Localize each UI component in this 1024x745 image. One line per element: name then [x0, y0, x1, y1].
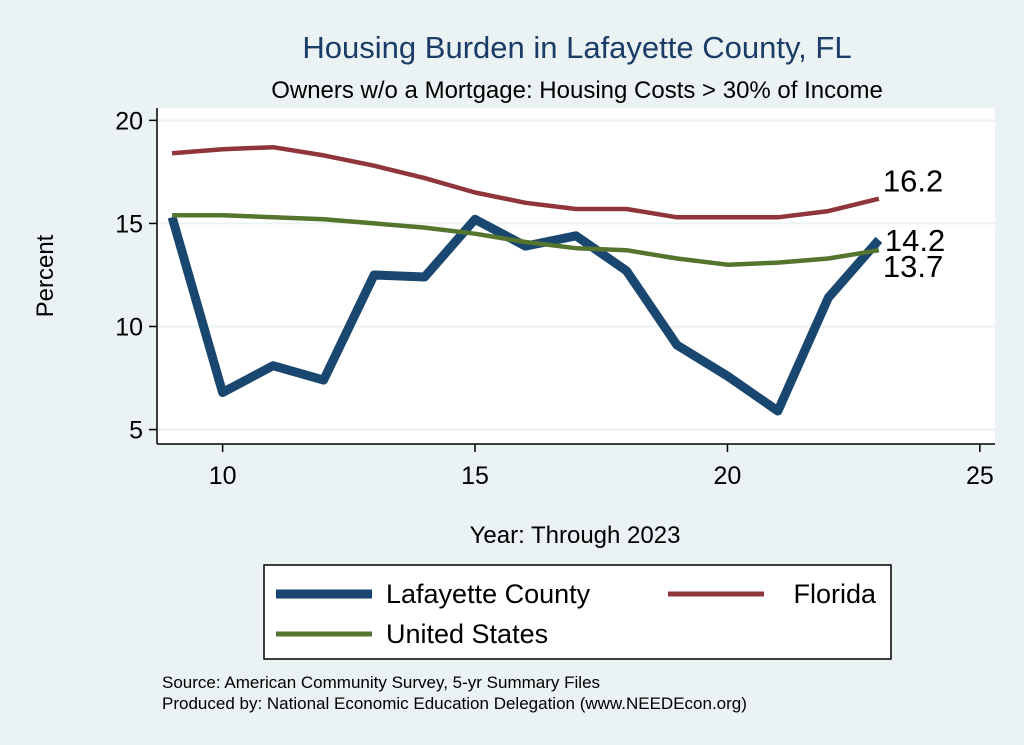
chart-subtitle: Owners w/o a Mortgage: Housing Costs > 3… [271, 77, 883, 104]
end-label-lafayette-county: 14.2 [885, 223, 945, 258]
legend-label-florida: Florida [793, 579, 877, 609]
x-tick-label: 20 [714, 462, 742, 490]
y-tick-label: 20 [115, 107, 143, 135]
legend: Lafayette County Florida United States [263, 564, 892, 660]
legend-box [263, 564, 892, 660]
y-tick-label: 5 [129, 417, 143, 445]
series-line-lafayette-county [167, 214, 883, 416]
x-axis-label: Year: Through 2023 [470, 522, 681, 549]
produced-by-note: Produced by: National Economic Education… [162, 694, 747, 713]
series-line-florida [171, 144, 880, 220]
x-tick-label: 10 [209, 462, 237, 490]
x-tick-label: 15 [461, 462, 489, 490]
x-tick-label: 25 [966, 462, 994, 490]
legend-label-lafayette-county: Lafayette County [386, 579, 591, 609]
y-tick-label: 10 [115, 314, 143, 342]
legend-label-united-states: United States [386, 619, 548, 649]
chart-title: Housing Burden in Lafayette County, FL [302, 30, 851, 65]
end-labels: 14.2 16.2 13.7 [883, 164, 945, 285]
y-tick-label: 15 [115, 210, 143, 238]
source-note: Source: American Community Survey, 5-yr … [162, 673, 600, 692]
y-axis-label: Percent [32, 234, 59, 317]
series-line-united-states [172, 212, 880, 267]
end-label-florida: 16.2 [883, 164, 943, 199]
series-lines [167, 144, 883, 416]
plot-area [157, 108, 995, 444]
axes: 5 10 15 20 10 15 20 25 [115, 107, 995, 490]
gridlines [157, 119, 995, 431]
end-label-united-states: 13.7 [883, 249, 943, 284]
